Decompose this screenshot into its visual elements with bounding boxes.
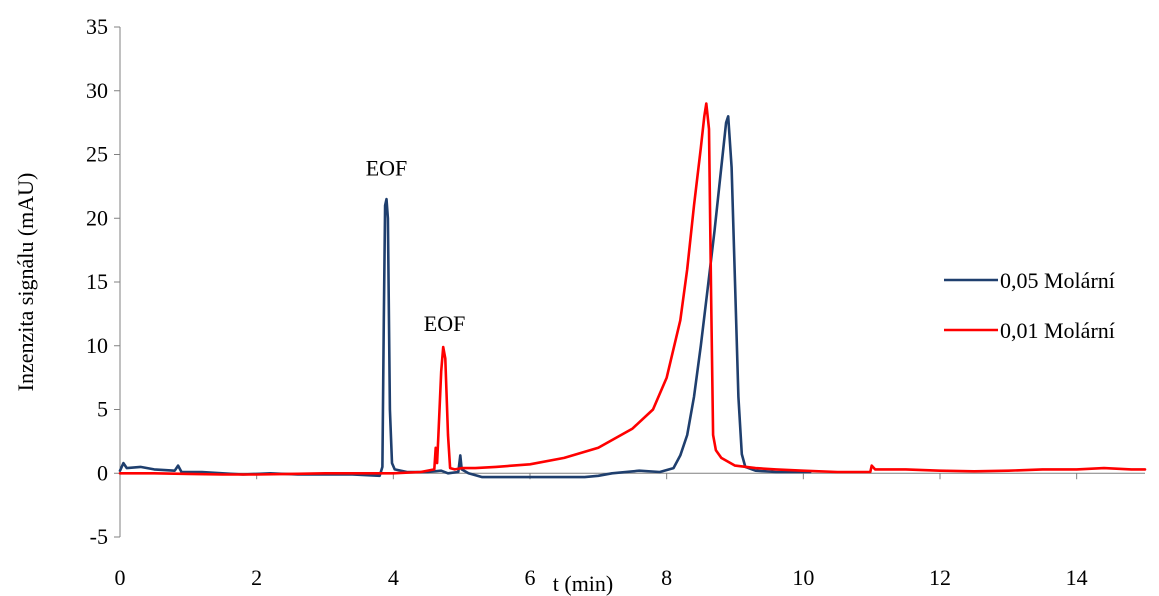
- x-tick-label: 2: [251, 565, 262, 590]
- annotation-eof-2: EOF: [424, 311, 466, 336]
- x-tick-label: 12: [929, 565, 951, 590]
- x-tick-label: 4: [388, 565, 399, 590]
- series-line-2: [118, 102, 1147, 476]
- x-tick-label: 6: [525, 565, 536, 590]
- x-tick-label: 14: [1066, 565, 1088, 590]
- y-tick-label: -5: [90, 524, 108, 549]
- x-tick-label: 8: [661, 565, 672, 590]
- annotation-layer: EOF EOF: [366, 155, 466, 336]
- series-layer: [118, 102, 1147, 479]
- x-tick-label: 10: [792, 565, 814, 590]
- x-axis: 0 2 4 6 8 10 12 14: [115, 472, 1145, 590]
- annotation-eof-1: EOF: [366, 155, 408, 180]
- legend-label-1: 0,05 Molární: [1000, 268, 1115, 293]
- x-axis-title: t (min): [553, 571, 614, 596]
- y-tick-label: 15: [86, 269, 108, 294]
- y-tick-label: 30: [86, 78, 108, 103]
- y-tick-label: 25: [86, 142, 108, 167]
- y-tick-label: 0: [97, 460, 108, 485]
- y-tick-label: 5: [97, 397, 108, 422]
- y-tick-label: 10: [86, 333, 108, 358]
- y-axis-title: Inzenzita signálu (mAU): [13, 173, 38, 392]
- series-line-1: [118, 115, 812, 479]
- x-tick-label: 0: [115, 565, 126, 590]
- y-tick-label: 35: [86, 14, 108, 39]
- y-axis: -5 0 5 10 15 20 25 30 35: [86, 14, 121, 549]
- legend-label-2: 0,01 Molární: [1000, 318, 1115, 343]
- y-tick-label: 20: [86, 205, 108, 230]
- legend: 0,05 Molární 0,01 Molární: [944, 268, 1115, 343]
